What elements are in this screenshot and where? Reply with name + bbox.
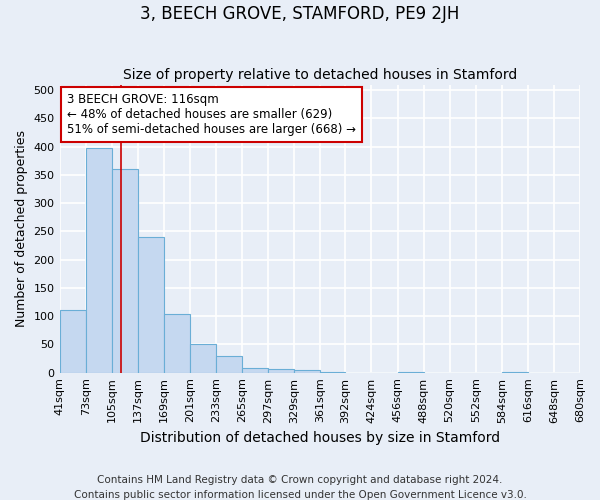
Bar xyxy=(112,170,138,372)
Y-axis label: Number of detached properties: Number of detached properties xyxy=(15,130,28,327)
Title: Size of property relative to detached houses in Stamford: Size of property relative to detached ho… xyxy=(122,68,517,82)
Bar xyxy=(86,148,112,372)
Bar xyxy=(59,310,86,372)
Bar xyxy=(294,370,320,372)
Bar xyxy=(138,236,164,372)
Text: 3, BEECH GROVE, STAMFORD, PE9 2JH: 3, BEECH GROVE, STAMFORD, PE9 2JH xyxy=(140,5,460,23)
Bar xyxy=(164,314,190,372)
Text: 3 BEECH GROVE: 116sqm
← 48% of detached houses are smaller (629)
51% of semi-det: 3 BEECH GROVE: 116sqm ← 48% of detached … xyxy=(67,93,356,136)
Bar xyxy=(190,344,216,372)
Bar xyxy=(268,368,294,372)
Bar xyxy=(216,356,242,372)
Text: Contains HM Land Registry data © Crown copyright and database right 2024.
Contai: Contains HM Land Registry data © Crown c… xyxy=(74,474,526,500)
Bar xyxy=(242,368,268,372)
X-axis label: Distribution of detached houses by size in Stamford: Distribution of detached houses by size … xyxy=(140,431,500,445)
